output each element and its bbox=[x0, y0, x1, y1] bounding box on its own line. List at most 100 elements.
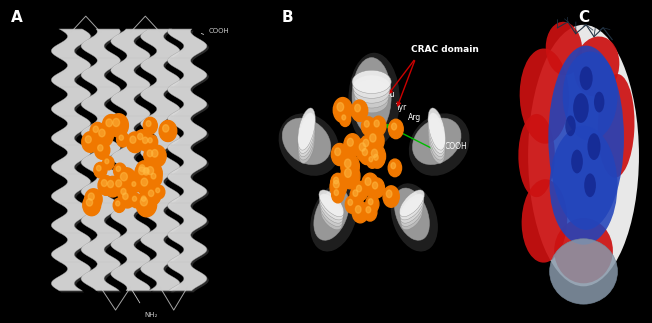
Polygon shape bbox=[168, 29, 207, 291]
Circle shape bbox=[140, 164, 156, 184]
Ellipse shape bbox=[565, 115, 576, 136]
Circle shape bbox=[141, 196, 146, 201]
Circle shape bbox=[331, 143, 348, 166]
Circle shape bbox=[368, 199, 373, 205]
Polygon shape bbox=[53, 31, 93, 292]
Polygon shape bbox=[111, 29, 150, 291]
Ellipse shape bbox=[391, 183, 438, 252]
Circle shape bbox=[96, 165, 101, 171]
Ellipse shape bbox=[563, 52, 617, 141]
Circle shape bbox=[386, 190, 392, 198]
Circle shape bbox=[113, 163, 126, 178]
Ellipse shape bbox=[298, 123, 315, 160]
Circle shape bbox=[144, 146, 160, 165]
Circle shape bbox=[138, 133, 143, 140]
Ellipse shape bbox=[352, 57, 391, 135]
Circle shape bbox=[348, 138, 353, 146]
Circle shape bbox=[341, 163, 360, 189]
Circle shape bbox=[105, 159, 109, 164]
Circle shape bbox=[330, 176, 347, 198]
Circle shape bbox=[108, 181, 113, 188]
Text: C: C bbox=[578, 10, 589, 25]
Circle shape bbox=[83, 194, 100, 216]
Circle shape bbox=[337, 103, 344, 111]
Circle shape bbox=[360, 135, 376, 156]
Circle shape bbox=[332, 186, 344, 203]
Circle shape bbox=[365, 178, 371, 185]
Circle shape bbox=[118, 185, 133, 203]
Circle shape bbox=[353, 182, 368, 201]
Circle shape bbox=[352, 201, 368, 223]
Circle shape bbox=[85, 136, 91, 143]
Text: Leu: Leu bbox=[381, 90, 395, 99]
Circle shape bbox=[140, 197, 147, 206]
Circle shape bbox=[123, 193, 128, 200]
Ellipse shape bbox=[584, 173, 596, 197]
Circle shape bbox=[112, 176, 129, 196]
Circle shape bbox=[340, 112, 351, 127]
Circle shape bbox=[145, 186, 160, 205]
Circle shape bbox=[93, 126, 98, 132]
Circle shape bbox=[148, 138, 152, 143]
Circle shape bbox=[334, 148, 340, 156]
Ellipse shape bbox=[401, 202, 423, 226]
Circle shape bbox=[148, 145, 166, 167]
Ellipse shape bbox=[298, 113, 315, 153]
Ellipse shape bbox=[428, 123, 445, 160]
Circle shape bbox=[355, 206, 361, 213]
Ellipse shape bbox=[428, 128, 445, 163]
Circle shape bbox=[366, 195, 379, 213]
Circle shape bbox=[149, 170, 162, 186]
Circle shape bbox=[391, 162, 396, 169]
Circle shape bbox=[86, 199, 93, 206]
Circle shape bbox=[134, 130, 150, 148]
Ellipse shape bbox=[528, 25, 639, 286]
Circle shape bbox=[102, 156, 114, 170]
Polygon shape bbox=[141, 29, 180, 291]
Circle shape bbox=[95, 125, 113, 147]
Circle shape bbox=[344, 134, 361, 156]
Circle shape bbox=[144, 168, 149, 173]
Circle shape bbox=[366, 129, 384, 153]
Circle shape bbox=[115, 180, 122, 187]
Circle shape bbox=[355, 138, 374, 162]
Ellipse shape bbox=[409, 113, 469, 176]
Circle shape bbox=[341, 154, 359, 179]
Circle shape bbox=[361, 117, 376, 136]
Ellipse shape bbox=[355, 85, 389, 108]
Circle shape bbox=[374, 154, 378, 160]
Circle shape bbox=[333, 180, 339, 188]
Circle shape bbox=[363, 149, 368, 156]
Circle shape bbox=[147, 167, 154, 175]
Ellipse shape bbox=[352, 70, 391, 93]
Circle shape bbox=[98, 176, 115, 195]
Circle shape bbox=[135, 162, 154, 185]
Circle shape bbox=[364, 120, 369, 127]
Polygon shape bbox=[143, 31, 182, 292]
Circle shape bbox=[132, 196, 137, 201]
Circle shape bbox=[104, 176, 121, 197]
Text: COOH: COOH bbox=[209, 28, 230, 34]
Ellipse shape bbox=[518, 114, 555, 197]
Circle shape bbox=[370, 178, 385, 198]
Circle shape bbox=[344, 169, 351, 177]
Circle shape bbox=[132, 182, 136, 186]
Circle shape bbox=[98, 129, 105, 137]
Circle shape bbox=[331, 173, 345, 193]
Circle shape bbox=[113, 198, 125, 213]
Circle shape bbox=[334, 190, 338, 195]
Circle shape bbox=[119, 135, 123, 140]
Ellipse shape bbox=[587, 133, 600, 160]
Circle shape bbox=[357, 185, 362, 192]
Circle shape bbox=[371, 151, 384, 168]
Circle shape bbox=[363, 139, 368, 147]
Circle shape bbox=[156, 188, 160, 193]
Ellipse shape bbox=[321, 206, 342, 230]
Circle shape bbox=[162, 125, 169, 132]
Circle shape bbox=[109, 114, 128, 137]
Circle shape bbox=[121, 189, 126, 195]
Circle shape bbox=[374, 120, 379, 127]
Ellipse shape bbox=[314, 188, 349, 240]
Circle shape bbox=[130, 136, 136, 143]
Circle shape bbox=[117, 132, 129, 147]
